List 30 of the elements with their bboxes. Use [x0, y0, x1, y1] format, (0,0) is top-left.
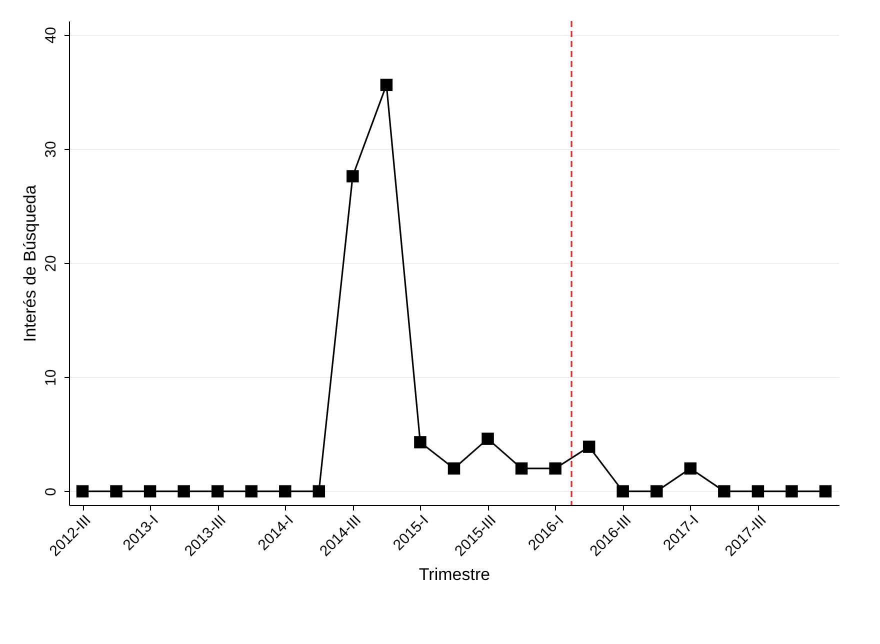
y-tick-label: 40 — [42, 26, 60, 44]
point — [752, 485, 764, 498]
point — [684, 462, 697, 475]
point — [144, 485, 156, 498]
point — [515, 462, 528, 475]
point — [380, 78, 393, 92]
y-tick-label: 30 — [42, 141, 60, 158]
point — [482, 432, 494, 445]
point — [786, 485, 798, 498]
point — [650, 485, 663, 498]
y-axis-title: Interés de Búsqueda — [20, 184, 40, 342]
point — [414, 436, 426, 448]
point — [178, 485, 190, 498]
point — [312, 485, 326, 498]
point — [211, 485, 224, 498]
point — [346, 170, 359, 182]
y-tick-label: 10 — [42, 369, 60, 386]
point — [718, 485, 730, 498]
y-tick-label: 0 — [42, 488, 60, 496]
point — [616, 485, 629, 498]
point — [549, 462, 562, 475]
point — [279, 485, 292, 498]
y-tick-label: 20 — [42, 255, 60, 272]
point — [76, 485, 89, 498]
point — [245, 485, 258, 498]
point — [110, 485, 122, 498]
point — [819, 485, 832, 498]
x-axis-title: Trimestre — [418, 565, 490, 584]
point — [448, 462, 460, 475]
point — [582, 440, 596, 453]
